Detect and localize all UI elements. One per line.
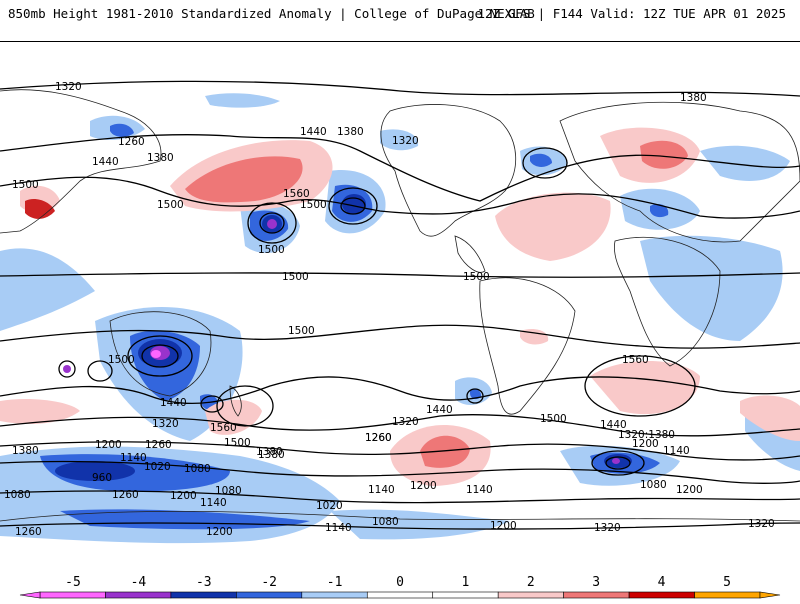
contour-label: 1200 xyxy=(676,484,703,496)
colorbar-tick-label: 1 xyxy=(461,575,469,590)
map-canvas: 1320 1380 1440 1260 1500 1560 1380 1380 … xyxy=(0,42,800,558)
contour-label: 1500 xyxy=(12,179,39,191)
colorbar-min-arrow xyxy=(19,591,41,599)
colorbar-swatch xyxy=(170,591,237,599)
contour-label: 1380 xyxy=(256,446,283,458)
contour-label: 1020 xyxy=(316,500,343,512)
contour-label-group: 1320 1380 1440 1260 1500 1560 1380 1380 … xyxy=(4,81,775,538)
contour-label: 1260 xyxy=(365,432,392,444)
colorbar-swatch xyxy=(301,591,368,599)
colorbar-swatch xyxy=(563,591,630,599)
anomaly-pos2-areas xyxy=(185,140,688,468)
colorbar-swatch xyxy=(628,591,695,599)
colorbar-svg: -5 -4 -3 -2 -1 0 1 2 3 4 5 xyxy=(19,575,781,599)
colorbar-ticks: -5 -4 -3 -2 -1 0 1 2 3 4 5 xyxy=(65,575,731,590)
contour-label: 1440 xyxy=(600,419,627,431)
contour-label: 1140 xyxy=(120,452,147,464)
contour-label: 1080 xyxy=(184,463,211,475)
contour-label: 1140 xyxy=(325,522,352,534)
contour-label: 1320 xyxy=(392,135,419,147)
contour-label: 1260 xyxy=(15,526,42,538)
contour-label: 1140 xyxy=(368,484,395,496)
contour-label: 1500 xyxy=(157,199,184,211)
contour-label: 1500 xyxy=(258,244,285,256)
colorbar-swatch xyxy=(497,591,564,599)
contour-label: 1560 xyxy=(210,422,237,434)
colorbar-max-arrow xyxy=(759,591,781,599)
colorbar-tick-label: -4 xyxy=(131,575,147,590)
contour-label: 960 xyxy=(92,472,112,484)
contour-label: 1200 xyxy=(410,480,437,492)
contour-label: 1260 xyxy=(145,439,172,451)
contour-label: 1560 xyxy=(622,354,649,366)
model-valid-time: 12Z GFS | F144 Valid: 12Z TUE APR 01 202… xyxy=(477,6,786,21)
anomaly-pos3-areas xyxy=(25,199,55,219)
contour-label: 1320 xyxy=(748,518,775,530)
contour-label: 1500 xyxy=(300,199,327,211)
contour-label: 1080 xyxy=(372,516,399,528)
contour-label: 1440 xyxy=(426,404,453,416)
colorbar-swatch xyxy=(105,591,172,599)
contour-label: 1380 xyxy=(147,152,174,164)
contour-label: 1560 xyxy=(283,188,310,200)
contour-label: 1440 xyxy=(92,156,119,168)
contour-label: 1380 xyxy=(12,445,39,457)
contour-label: 1440 xyxy=(160,397,187,409)
colorbar-swatch xyxy=(39,591,106,599)
colorbar-tick-label: -3 xyxy=(196,575,212,590)
colorbar-tick-label: -1 xyxy=(327,575,343,590)
contour-label: 1380 xyxy=(337,126,364,138)
contour-label: 1200 xyxy=(632,438,659,450)
colorbar-swatch xyxy=(236,591,303,599)
contour-label: 1260 xyxy=(112,489,139,501)
contour-label: 1320 xyxy=(392,416,419,428)
anomaly-neg5-areas xyxy=(151,350,161,358)
contour-label: 1200 xyxy=(95,439,122,451)
contour-label: 1320 xyxy=(594,522,621,534)
contour-label: 1380 xyxy=(258,449,285,461)
contour-label: 1320 xyxy=(55,81,82,93)
contour-label: 1140 xyxy=(200,497,227,509)
contour-label: 1080 xyxy=(4,489,31,501)
colorbar-swatch xyxy=(694,591,761,599)
map-title: 850mb Height 1981-2010 Standardized Anom… xyxy=(8,6,535,21)
contour-label: 1320:1380 xyxy=(618,429,675,441)
contour-label: 1440 xyxy=(300,126,327,138)
contour-label: 1020 xyxy=(144,461,171,473)
colorbar: -5 -4 -3 -2 -1 0 1 2 3 4 5 xyxy=(0,556,800,600)
contour-label: 1080 xyxy=(640,479,667,491)
contour-label: 1500 xyxy=(288,325,315,337)
contour-label: 1200 xyxy=(170,490,197,502)
contour-label: 1260 xyxy=(118,136,145,148)
contour-label: 1500 xyxy=(463,271,490,283)
contour-label: 1500 xyxy=(108,354,135,366)
contour-label: 1380 xyxy=(680,92,707,104)
colorbar-tick-label: 3 xyxy=(592,575,600,590)
colorbar-swatches xyxy=(19,591,781,599)
contour-label: 1260 xyxy=(365,432,392,444)
contour-label: 1500 xyxy=(224,437,251,449)
coastlines xyxy=(0,89,800,522)
colorbar-tick-label: -5 xyxy=(65,575,81,590)
contour-label: 1200 xyxy=(206,526,233,538)
contour-label: 1140 xyxy=(663,445,690,457)
colorbar-tick-label: -2 xyxy=(261,575,277,590)
colorbar-swatch xyxy=(432,591,499,599)
colorbar-tick-label: 0 xyxy=(396,575,404,590)
contour-label: 1140 xyxy=(466,484,493,496)
contour-label: 1320 xyxy=(152,418,179,430)
height-contours xyxy=(0,80,800,530)
anomaly-map: 1320 1380 1440 1260 1500 1560 1380 1380 … xyxy=(0,41,800,558)
colorbar-tick-label: 4 xyxy=(658,575,666,590)
colorbar-tick-label: 5 xyxy=(723,575,731,590)
colorbar-swatch xyxy=(366,591,434,599)
contour-label: 1500 xyxy=(540,413,567,425)
contour-label: 1200 xyxy=(490,520,517,532)
contour-label: 1500 xyxy=(282,271,309,283)
contour-label: 1080 xyxy=(215,485,242,497)
colorbar-tick-label: 2 xyxy=(527,575,535,590)
